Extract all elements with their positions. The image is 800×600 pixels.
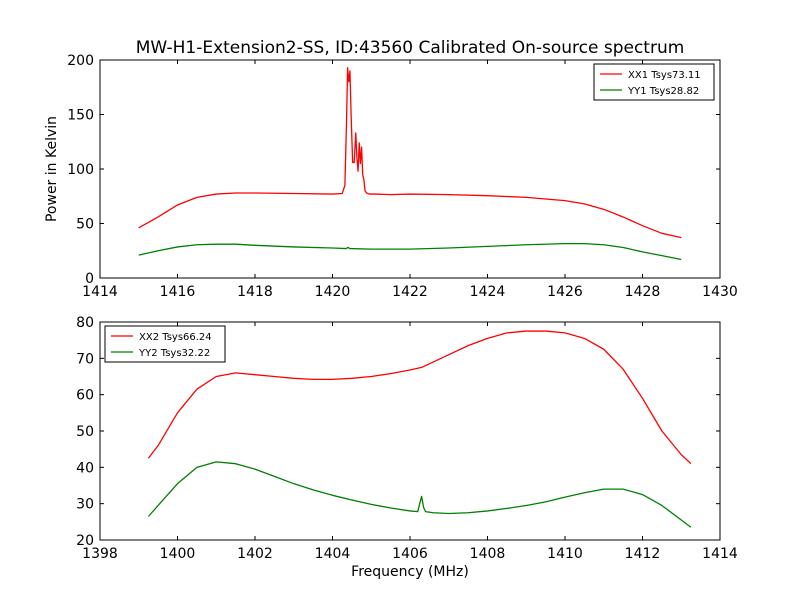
y-tick-label: 200 [67, 53, 94, 69]
x-tick-label: 1404 [315, 546, 351, 562]
series-line-xx2 [147, 330, 692, 465]
legend: XX2 Tsys66.24 YY2 Tsys32.22 [104, 325, 226, 363]
x-tick-label: 1410 [547, 546, 583, 562]
x-tick-label: 1414 [702, 546, 738, 562]
series-line-yy1 [138, 243, 682, 261]
series-line-xx1 [138, 66, 682, 239]
x-tick-label: 1418 [237, 284, 273, 300]
series-line-yy2 [147, 461, 692, 528]
x-tick-label: 1414 [82, 284, 118, 300]
legend-label: YY2 Tsys32.22 [138, 348, 210, 359]
x-tick-label: 1402 [237, 546, 273, 562]
y-tick-label: 50 [76, 217, 94, 233]
y-tick-label: 0 [85, 271, 94, 287]
x-tick-label: 1424 [470, 284, 506, 300]
legend-label: XX2 Tsys66.24 [139, 332, 212, 343]
legend-box [593, 63, 715, 101]
x-tick-label: 1400 [160, 546, 196, 562]
x-axis-label: Frequency (MHz) [351, 564, 469, 580]
y-tick-label: 70 [76, 351, 94, 367]
figure-title: MW-H1-Extension2-SS, ID:43560 Calibrated… [136, 38, 685, 58]
legend: XX1 Tsys73.11 YY1 Tsys28.82 [593, 63, 715, 101]
y-tick-label: 30 [76, 497, 94, 513]
x-tick-label: 1416 [160, 284, 196, 300]
chart-top-xx1-yy1: 1414 1416 1418 1420 1422 1424 1426 1428 1430 0 50 1… [44, 53, 738, 300]
legend-label: XX1 Tsys73.11 [628, 70, 701, 81]
y-tick-label: 20 [76, 533, 94, 549]
x-tick-label: 1428 [625, 284, 661, 300]
x-tick-label: 1422 [392, 284, 428, 300]
y-tick-label: 50 [76, 424, 94, 440]
x-tick-label: 1430 [702, 284, 738, 300]
y-axis-label: Power in Kelvin [44, 116, 60, 222]
chart-bottom-xx2-yy2: 1398 1400 1402 1404 1406 1408 1410 1412 1414 20 30… [76, 315, 738, 580]
x-tick-label: 1408 [470, 546, 506, 562]
y-tick-label: 150 [67, 108, 94, 124]
y-tick-label: 100 [67, 162, 94, 178]
x-tick-label: 1420 [315, 284, 351, 300]
legend-label: YY1 Tsys28.82 [627, 86, 699, 97]
y-tick-label: 40 [76, 460, 94, 476]
legend-box [104, 325, 226, 363]
x-tick-label: 1426 [547, 284, 583, 300]
y-tick-label: 80 [76, 315, 94, 331]
x-tick-label: 1406 [392, 546, 428, 562]
x-tick-label: 1398 [82, 546, 118, 562]
x-tick-label: 1412 [625, 546, 661, 562]
y-tick-label: 60 [76, 388, 94, 404]
